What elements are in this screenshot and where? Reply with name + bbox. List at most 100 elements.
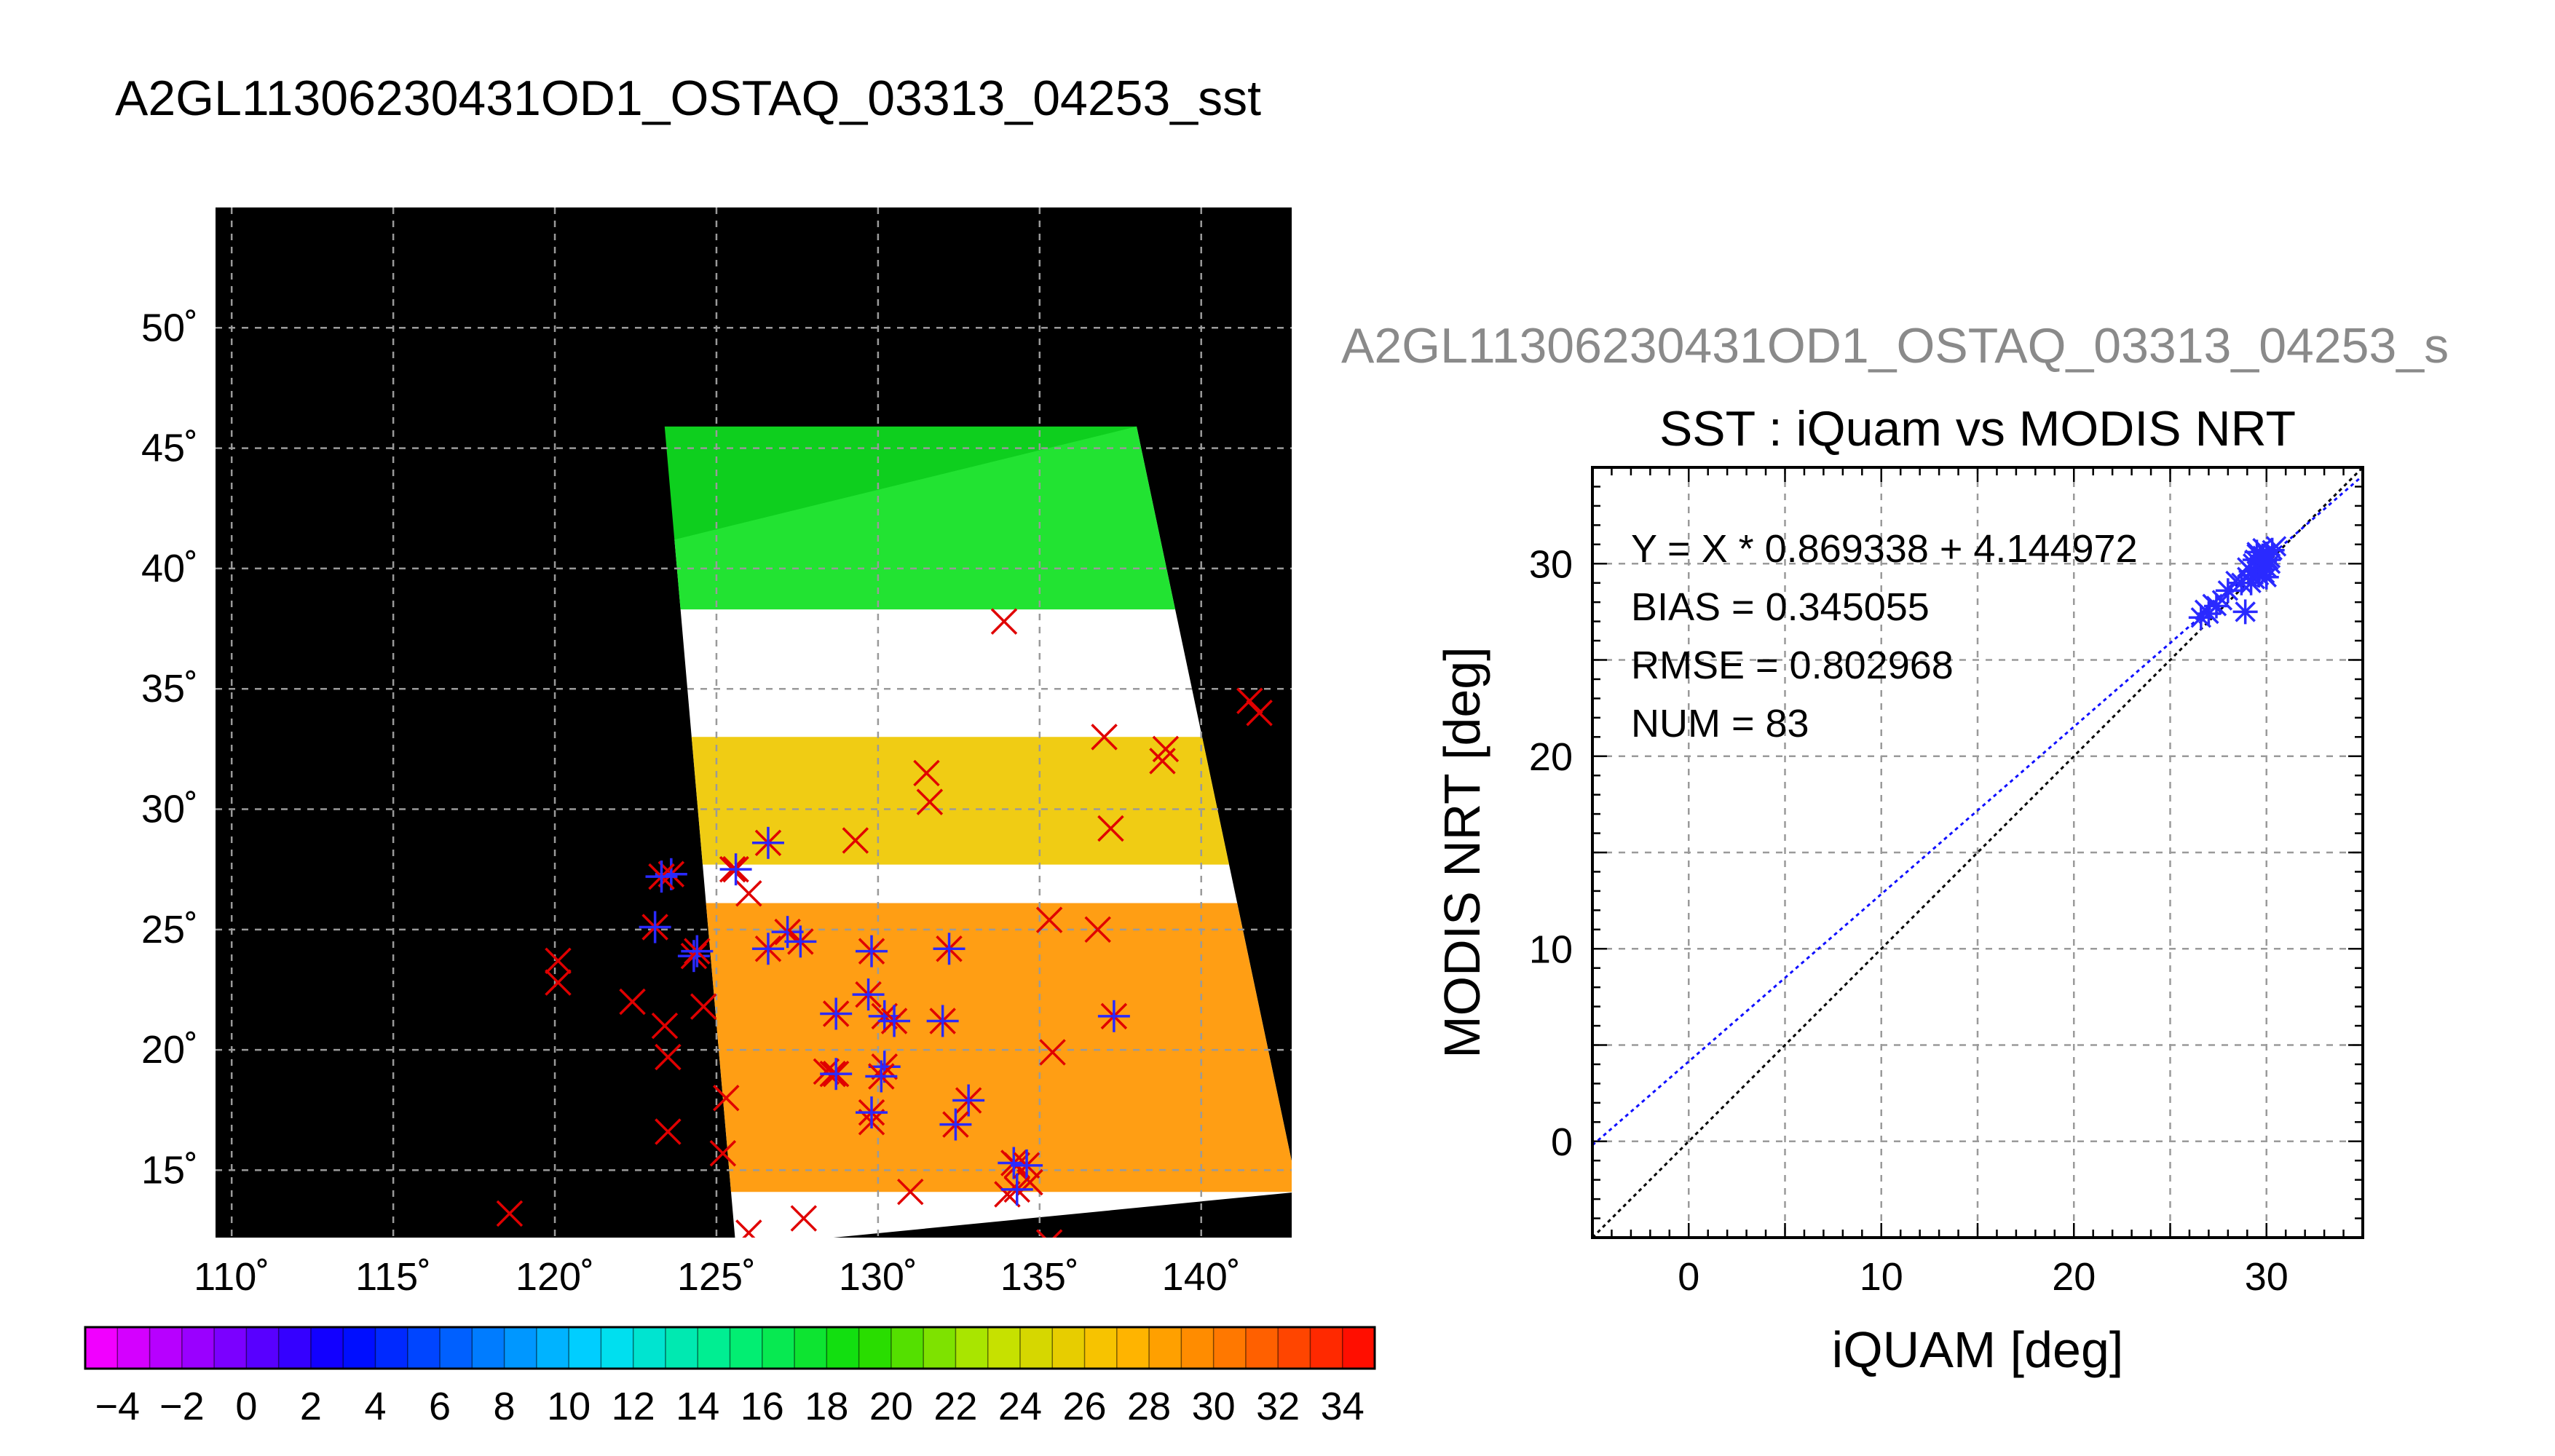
buoy-x-marker [1236,687,1263,714]
buoy-x-stroke [735,879,762,907]
matchup-star-marker [1097,1000,1130,1032]
buoy-x-stroke [994,1181,1021,1208]
buoy-x-marker [651,1012,679,1040]
scatter-x-axis: 0 10 20 30 [1678,1255,2289,1299]
buoy-x-stroke [790,1205,818,1232]
buoy-x-stroke [1246,700,1273,727]
matchup-star-marker [751,933,784,965]
buoy-x-marker [790,1205,818,1232]
scatter-y-tick-label: 20 [1529,735,1573,779]
colorbar-cell [1342,1327,1375,1369]
colorbar-cell [117,1327,151,1369]
colorbar-tick-label: 28 [1127,1385,1171,1428]
matchup-star-marker [856,1096,888,1129]
matchup-star-marker [719,853,752,886]
longitude-tick-label: 120˚ [516,1255,594,1299]
buoy-x-marker [619,988,646,1016]
buoy-x-marker [735,879,762,907]
colorbar-cell [698,1327,731,1369]
colorbar-cell [601,1327,634,1369]
buoy-x-stroke [545,947,572,975]
colorbar-cell [891,1327,924,1369]
scatter-stats: Y = X * 0.869338 + 4.144972 BIAS = 0.3450… [1631,527,2138,745]
colorbar-cell [569,1327,601,1369]
latitude-tick-label: 50˚ [141,306,198,349]
sst-map: 110˚ 115˚ 120˚ 125˚ 130˚ 135˚ 140˚ 50˚ 45˚ 40˚ 35… [141,207,1292,1299]
buoy-x-stroke [1084,916,1111,943]
buoy-x-stroke [916,788,944,815]
colorbar-cell [858,1327,892,1369]
buoy-x-marker [1084,916,1111,943]
matchup-star-marker [926,1005,959,1037]
buoy-x-stroke [655,1118,682,1145]
buoy-x-marker [1035,1229,1063,1238]
buoy-x-stroke [1052,1229,1063,1238]
colorbar-cell [310,1327,344,1369]
scatter-point-stroke [2259,547,2281,569]
latitude-tick-label: 15˚ [141,1148,198,1192]
colorbar-tick-label: 20 [869,1385,913,1428]
scatter-stat-line: BIAS = 0.345055 [1631,585,1930,629]
buoy-x-marker [990,608,1018,635]
sst-band-central [691,737,1229,865]
colorbar-tick-label: 30 [1192,1385,1236,1428]
latitude-axis: 50˚ 45˚ 40˚ 35˚ 30˚ 25˚ 20˚ 15˚ [141,306,198,1192]
buoy-x-stroke [651,1012,679,1040]
colorbar-cell [1019,1327,1053,1369]
buoy-x-stroke [742,1219,762,1238]
colorbar-cell [1084,1327,1118,1369]
colorbar-cell [246,1327,280,1369]
colorbar-tick-label: −4 [95,1385,140,1428]
colorbar-cell [1116,1327,1150,1369]
buoy-x-marker [713,1085,740,1112]
main-title: A2GL11306230431OD1_OSTAQ_03313_04253_sst [115,71,1261,126]
colorbar-cell [955,1327,989,1369]
latitude-tick-label: 45˚ [141,427,198,470]
scatter-grid [1592,467,2363,1238]
buoy-x-stroke [1097,815,1124,842]
colorbar-tick-label: 8 [494,1385,516,1428]
map-markers [496,608,1273,1238]
scatter-y-label: MODIS NRT [deg] [1434,646,1490,1058]
scatter-x-tick-label: 0 [1678,1255,1699,1299]
colorbar-cell [794,1327,827,1369]
scatter-stat-line: NUM = 83 [1631,702,1809,745]
latitude-tick-label: 30˚ [141,788,198,831]
buoy-x-marker [709,1140,737,1167]
buoy-x-stroke [990,608,1018,635]
colorbar-cell [1245,1327,1279,1369]
buoy-x-stroke [842,827,869,854]
buoy-x-stroke [813,1058,840,1085]
buoy-x-stroke [1039,1039,1066,1066]
buoy-x-stroke [1149,748,1176,775]
colorbar-cell [472,1327,505,1369]
matchup-star-marker [751,826,784,859]
buoy-x-marker [1246,700,1273,727]
buoy-x-marker [1035,906,1063,933]
colorbar-cell [504,1327,537,1369]
buoy-x-stroke [1035,906,1063,933]
matchup-star-marker [856,935,888,968]
scatter-point [2215,578,2240,604]
colorbar-tick-label: 24 [998,1385,1042,1428]
buoy-x-stroke [655,1043,682,1071]
colorbar-cell [730,1327,763,1369]
buoy-x-marker [1097,815,1124,842]
buoy-x-marker [545,947,572,975]
matchup-star-marker [878,1005,911,1037]
buoy-x-marker [813,1058,840,1085]
buoy-x-marker [735,1219,762,1238]
colorbar-tick-label: 34 [1321,1385,1365,1428]
colorbar-tick-label: 2 [300,1385,322,1428]
buoy-x-marker [916,788,944,815]
buoy-x-marker [545,969,572,996]
regression-line [1592,475,2363,1147]
scatter-point-stroke [2237,557,2258,578]
colorbar-cell [85,1327,118,1369]
buoy-x-marker [655,1118,682,1145]
scatter-y-tick-label: 10 [1529,927,1573,971]
scatter-points [2188,536,2287,630]
sst-swath [664,426,1292,1238]
scatter-point [2259,547,2281,569]
